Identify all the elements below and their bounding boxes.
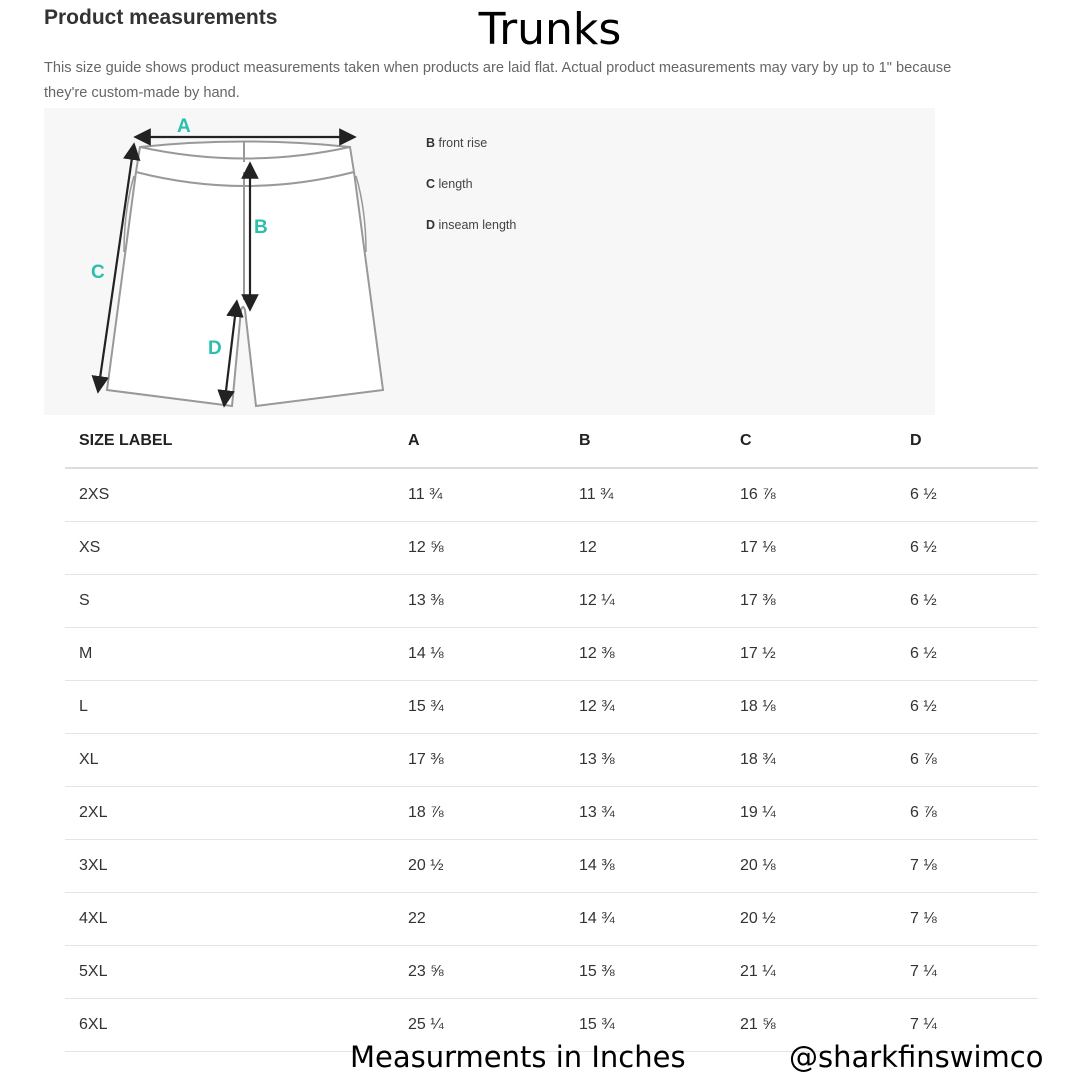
header-a: A <box>408 432 420 449</box>
measurement-cell: 14 ⅛ <box>408 645 444 662</box>
table-row: 6XL 25 ¼ 15 ¾ 21 ⅝ 7 ¼ <box>65 999 1038 1052</box>
arrow-c <box>91 142 141 394</box>
header-size-label: SIZE LABEL <box>79 432 173 449</box>
size-label-cell: 4XL <box>79 910 108 927</box>
measurement-cell: 6 ½ <box>910 486 937 503</box>
measurement-cell: 7 ¼ <box>910 1016 937 1033</box>
label-b: B <box>254 217 268 238</box>
units-note: Measurments in Inches <box>350 1040 686 1074</box>
page-title: Product measurements <box>44 6 278 29</box>
measurement-cell: 12 <box>579 539 597 556</box>
measurement-cell: 7 ¼ <box>910 963 937 980</box>
table-row: 3XL 20 ½ 14 ⅜ 20 ⅛ 7 ⅛ <box>65 840 1038 893</box>
measurement-cell: 22 <box>408 910 426 927</box>
label-a: A <box>177 116 191 137</box>
measurement-cell: 13 ⅜ <box>408 592 444 609</box>
size-label-cell: 5XL <box>79 963 108 980</box>
measurement-cell: 25 ¼ <box>408 1016 444 1033</box>
measurement-cell: 19 ¼ <box>740 804 776 821</box>
legend-inseam: D inseam length <box>426 218 517 232</box>
measurement-cell: 7 ⅛ <box>910 857 937 874</box>
measurement-cell: 18 ⅛ <box>740 698 776 715</box>
measurement-cell: 21 ⅝ <box>740 1016 776 1033</box>
measurement-cell: 15 ⅜ <box>579 963 615 980</box>
size-label-cell: XS <box>79 539 101 556</box>
size-label-cell: 2XL <box>79 804 108 821</box>
shorts-illustration: A B C D <box>91 116 385 408</box>
measurement-cell: 11 ¾ <box>579 486 614 503</box>
table-row: S 13 ⅜ 12 ¼ 17 ⅜ 6 ½ <box>65 575 1038 628</box>
measurement-cell: 20 ⅛ <box>740 857 776 874</box>
table-row: 2XL 18 ⅞ 13 ¾ 19 ¼ 6 ⅞ <box>65 787 1038 840</box>
table-row: 2XS 11 ¾ 11 ¾ 16 ⅞ 6 ½ <box>65 469 1038 522</box>
measurement-cell: 18 ⅞ <box>408 804 444 821</box>
measurement-cell: 20 ½ <box>408 857 444 874</box>
header-b: B <box>579 432 591 449</box>
size-label-cell: L <box>79 698 88 715</box>
measurement-cell: 14 ¾ <box>579 910 615 927</box>
table-row: M 14 ⅛ 12 ⅜ 17 ½ 6 ½ <box>65 628 1038 681</box>
measurement-cell: 6 ⅞ <box>910 804 937 821</box>
table-row: XL 17 ⅜ 13 ⅜ 18 ¾ 6 ⅞ <box>65 734 1038 787</box>
measurement-cell: 20 ½ <box>740 910 776 927</box>
label-d: D <box>208 338 222 359</box>
measurement-cell: 6 ½ <box>910 698 937 715</box>
measurement-cell: 11 ¾ <box>408 486 443 503</box>
measurement-cell: 18 ¾ <box>740 751 776 768</box>
measurement-cell: 6 ½ <box>910 645 937 662</box>
label-c: C <box>91 262 105 283</box>
legend-length: C length <box>426 177 473 191</box>
table-row: XS 12 ⅝ 12 17 ⅛ 6 ½ <box>65 522 1038 575</box>
measurement-cell: 23 ⅝ <box>408 963 444 980</box>
table-row: 4XL 22 14 ¾ 20 ½ 7 ⅛ <box>65 893 1038 946</box>
measurement-cell: 17 ½ <box>740 645 776 662</box>
size-label-cell: 2XS <box>79 486 110 503</box>
description: This size guide shows product measuremen… <box>44 60 952 101</box>
legend-front-rise: B front rise <box>426 136 488 150</box>
measurement-cell: 21 ¼ <box>740 963 776 980</box>
measurement-cell: 12 ¼ <box>579 592 615 609</box>
measurement-cell: 6 ½ <box>910 592 937 609</box>
table-row: L 15 ¾ 12 ¾ 18 ⅛ 6 ½ <box>65 681 1038 734</box>
table-header: SIZE LABEL A B C D <box>65 415 1038 469</box>
size-label-cell: 6XL <box>79 1016 108 1033</box>
header-d: D <box>910 432 922 449</box>
header-c: C <box>740 432 752 449</box>
measurement-cell: 6 ½ <box>910 539 937 556</box>
social-handle: @sharkfinswimco <box>789 1040 1044 1074</box>
measurement-cell: 15 ¾ <box>579 1016 615 1033</box>
size-table: SIZE LABEL A B C D 2XS 11 ¾ 11 ¾ 16 ⅞ 6 ½ XS 1… <box>65 415 1038 1052</box>
table-row: 5XL 23 ⅝ 15 ⅜ 21 ¼ 7 ¼ <box>65 946 1038 999</box>
measurement-cell: 13 ⅜ <box>579 751 615 768</box>
measurement-cell: 7 ⅛ <box>910 910 937 927</box>
size-label-cell: S <box>79 592 90 609</box>
measurement-cell: 15 ¾ <box>408 698 444 715</box>
measurement-cell: 14 ⅜ <box>579 857 615 874</box>
measurement-cell: 16 ⅞ <box>740 486 776 503</box>
measurement-cell: 12 ¾ <box>579 698 615 715</box>
measurement-cell: 13 ¾ <box>579 804 615 821</box>
measurement-cell: 17 ⅛ <box>740 539 776 556</box>
measurement-cell: 17 ⅜ <box>408 751 444 768</box>
measurement-cell: 12 ⅜ <box>579 645 615 662</box>
size-label-cell: XL <box>79 751 99 768</box>
arrow-d <box>217 299 244 408</box>
measurement-cell: 12 ⅝ <box>408 539 444 556</box>
size-label-cell: M <box>79 645 93 662</box>
measurement-diagram: A B C D B front rise C length D inseam l… <box>44 108 935 415</box>
size-label-cell: 3XL <box>79 857 108 874</box>
measurement-cell: 17 ⅜ <box>740 592 776 609</box>
measurement-cell: 6 ⅞ <box>910 751 937 768</box>
overlay-title: Trunks <box>478 4 622 55</box>
